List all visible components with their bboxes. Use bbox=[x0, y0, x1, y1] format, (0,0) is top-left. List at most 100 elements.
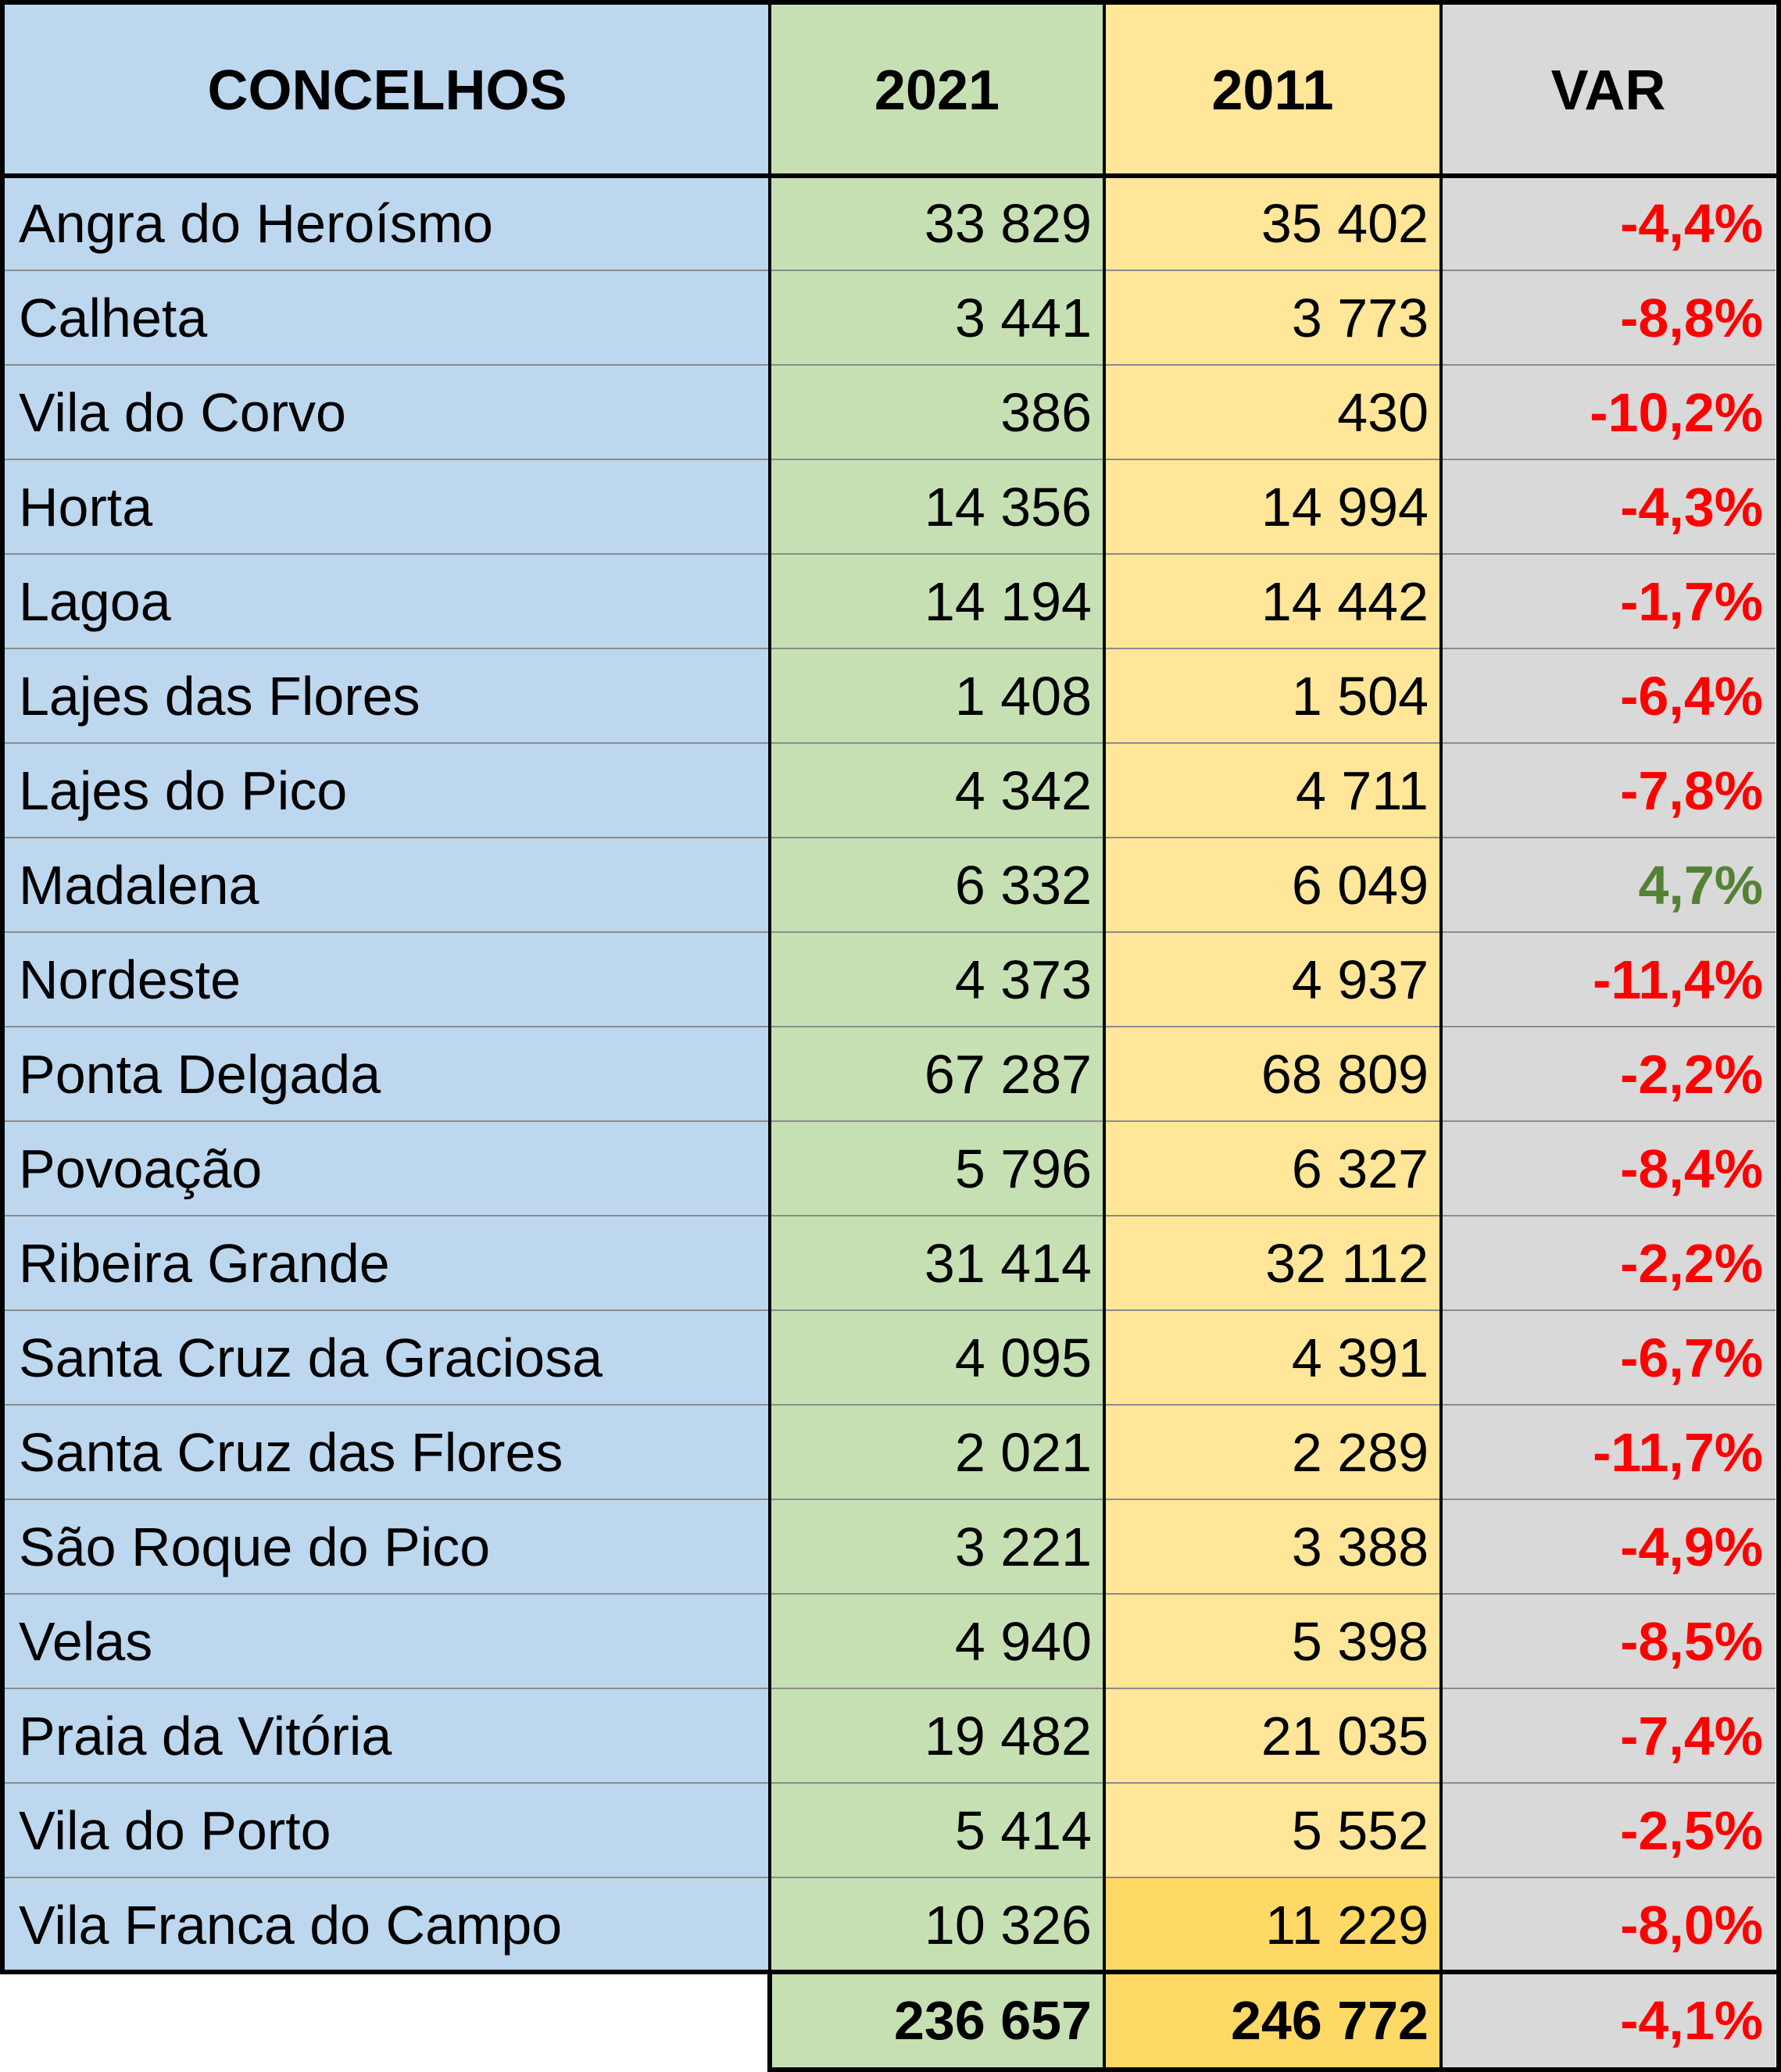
value-cell: 6 327 bbox=[1104, 1121, 1441, 1216]
municipality-cell: Nordeste bbox=[5, 932, 770, 1027]
value-cell: -11,7% bbox=[1441, 1405, 1776, 1499]
municipality-cell: Angra do Heroísmo bbox=[5, 176, 770, 270]
value-cell: -6,7% bbox=[1441, 1310, 1776, 1405]
header-cell: 2021 bbox=[770, 5, 1104, 176]
row-divider bbox=[5, 837, 1776, 838]
value-cell: -4,4% bbox=[1441, 176, 1776, 270]
value-cell: -7,8% bbox=[1441, 743, 1776, 838]
row-divider bbox=[5, 1688, 1776, 1689]
value-cell: -8,5% bbox=[1441, 1594, 1776, 1688]
value-cell: 14 442 bbox=[1104, 554, 1441, 648]
total-cell: 246 772 bbox=[1104, 1972, 1441, 2069]
value-cell: 4 373 bbox=[770, 932, 1104, 1027]
municipality-cell: Praia da Vitória bbox=[5, 1688, 770, 1783]
value-cell: 67 287 bbox=[770, 1027, 1104, 1121]
value-cell: 4,7% bbox=[1441, 838, 1776, 932]
row-divider bbox=[5, 1309, 1776, 1311]
value-cell: 31 414 bbox=[770, 1216, 1104, 1310]
column-divider bbox=[1439, 1972, 1443, 2069]
column-divider bbox=[768, 5, 771, 1972]
value-cell: 4 095 bbox=[770, 1310, 1104, 1405]
row-divider bbox=[5, 931, 1776, 933]
municipality-cell: São Roque do Pico bbox=[5, 1499, 770, 1594]
value-cell: -10,2% bbox=[1441, 365, 1776, 459]
value-cell: 4 342 bbox=[770, 743, 1104, 838]
value-cell: 14 194 bbox=[770, 554, 1104, 648]
value-cell: 4 391 bbox=[1104, 1310, 1441, 1405]
value-cell: 2 289 bbox=[1104, 1405, 1441, 1499]
municipality-cell: Horta bbox=[5, 459, 770, 554]
value-cell: -8,0% bbox=[1441, 1877, 1776, 1972]
row-divider bbox=[5, 1593, 1776, 1595]
value-cell: 386 bbox=[770, 365, 1104, 459]
value-cell: 1 504 bbox=[1104, 648, 1441, 743]
value-cell: 2 021 bbox=[770, 1405, 1104, 1499]
row-divider bbox=[5, 742, 1776, 744]
value-cell: 3 773 bbox=[1104, 270, 1441, 365]
value-cell: -2,2% bbox=[1441, 1216, 1776, 1310]
value-cell: -4,3% bbox=[1441, 459, 1776, 554]
row-divider bbox=[5, 648, 1776, 649]
value-cell: 4 940 bbox=[770, 1594, 1104, 1688]
value-cell: -8,4% bbox=[1441, 1121, 1776, 1216]
municipality-cell: Vila Franca do Campo bbox=[5, 1877, 770, 1972]
municipality-cell: Velas bbox=[5, 1594, 770, 1688]
municipality-cell: Madalena bbox=[5, 838, 770, 932]
column-divider bbox=[1103, 1972, 1106, 2069]
municipality-cell: Ponta Delgada bbox=[5, 1027, 770, 1121]
municipality-cell: Povoação bbox=[5, 1121, 770, 1216]
value-cell: 5 552 bbox=[1104, 1783, 1441, 1877]
value-cell: 11 229 bbox=[1104, 1877, 1441, 1972]
header-cell: VAR bbox=[1441, 5, 1776, 176]
column-divider bbox=[1103, 5, 1106, 1972]
value-cell: -11,4% bbox=[1441, 932, 1776, 1027]
header-cell: CONCELHOS bbox=[5, 5, 770, 176]
row-divider bbox=[5, 1782, 1776, 1784]
municipality-cell: Santa Cruz da Graciosa bbox=[5, 1310, 770, 1405]
value-cell: 3 221 bbox=[770, 1499, 1104, 1594]
row-divider bbox=[5, 1877, 1776, 1878]
row-divider bbox=[5, 270, 1776, 271]
value-cell: 5 796 bbox=[770, 1121, 1104, 1216]
row-divider bbox=[5, 1215, 1776, 1216]
municipality-cell: Lajes do Pico bbox=[5, 743, 770, 838]
value-cell: 6 049 bbox=[1104, 838, 1441, 932]
value-cell: 3 388 bbox=[1104, 1499, 1441, 1594]
row-divider bbox=[5, 1026, 1776, 1027]
total-cell: -4,1% bbox=[1441, 1972, 1776, 2069]
municipality-cell: Lagoa bbox=[5, 554, 770, 648]
value-cell: 14 356 bbox=[770, 459, 1104, 554]
value-cell: 6 332 bbox=[770, 838, 1104, 932]
value-cell: 5 414 bbox=[770, 1783, 1104, 1877]
row-divider bbox=[5, 553, 1776, 555]
value-cell: 4 937 bbox=[1104, 932, 1441, 1027]
row-divider bbox=[5, 364, 1776, 366]
value-cell: -2,2% bbox=[1441, 1027, 1776, 1121]
total-cell: 236 657 bbox=[770, 1972, 1104, 2069]
value-cell: -7,4% bbox=[1441, 1688, 1776, 1783]
value-cell: -4,9% bbox=[1441, 1499, 1776, 1594]
municipality-cell: Ribeira Grande bbox=[5, 1216, 770, 1310]
row-divider bbox=[5, 1120, 1776, 1122]
value-cell: 33 829 bbox=[770, 176, 1104, 270]
municipality-cell: Vila do Corvo bbox=[5, 365, 770, 459]
value-cell: -1,7% bbox=[1441, 554, 1776, 648]
value-cell: 4 711 bbox=[1104, 743, 1441, 838]
value-cell: -2,5% bbox=[1441, 1783, 1776, 1877]
value-cell: 35 402 bbox=[1104, 176, 1441, 270]
header-cell: 2011 bbox=[1104, 5, 1441, 176]
value-cell: 5 398 bbox=[1104, 1594, 1441, 1688]
value-cell: 3 441 bbox=[770, 270, 1104, 365]
value-cell: 68 809 bbox=[1104, 1027, 1441, 1121]
value-cell: 1 408 bbox=[770, 648, 1104, 743]
value-cell: 430 bbox=[1104, 365, 1441, 459]
row-divider bbox=[5, 1499, 1776, 1500]
row-divider bbox=[5, 459, 1776, 460]
municipality-cell: Vila do Porto bbox=[5, 1783, 770, 1877]
value-cell: 19 482 bbox=[770, 1688, 1104, 1783]
value-cell: -6,4% bbox=[1441, 648, 1776, 743]
row-divider bbox=[5, 1404, 1776, 1406]
value-cell: 10 326 bbox=[770, 1877, 1104, 1972]
municipality-cell: Lajes das Flores bbox=[5, 648, 770, 743]
